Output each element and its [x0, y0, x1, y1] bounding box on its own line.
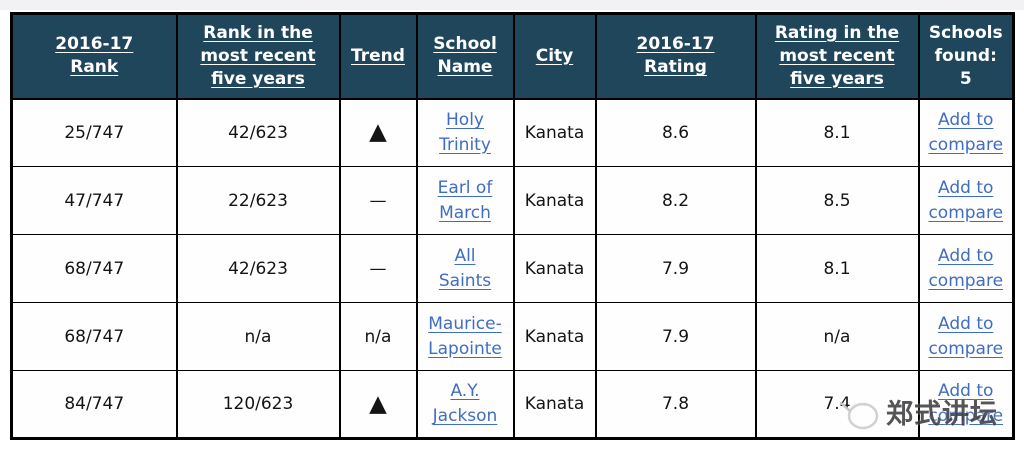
school-link[interactable]: Holy Trinity [439, 110, 491, 155]
trend-value: ▲ [369, 390, 387, 417]
add-to-compare-link[interactable]: Add to compare [928, 381, 1004, 426]
trend-cell: — [338, 234, 418, 303]
rating-recent-cell: 8.1 [754, 98, 920, 167]
add-to-compare-link[interactable]: Add to compare [928, 110, 1004, 155]
compare-cell: Add to compare [917, 370, 1015, 439]
school-name-cell: A.Y. Jackson [415, 370, 515, 439]
school-link[interactable]: Maurice- Lapointe [428, 313, 502, 359]
rating-recent-cell: 7.4 [754, 370, 920, 439]
rank-cell: 84/747 [10, 370, 178, 439]
rating-cell: 7.8 [594, 370, 757, 439]
col-header-city: City [512, 12, 597, 100]
rank-recent-cell: 120/623 [175, 370, 341, 439]
rating-recent-cell: n/a [754, 302, 920, 371]
rank-recent-cell: n/a [175, 302, 341, 371]
table-row: 68/747 42/623 — All Saints Kanata 7.9 8.… [10, 234, 1015, 303]
compare-cell: Add to compare [917, 302, 1015, 371]
rating-recent-cell: 8.1 [754, 234, 920, 303]
sort-link-2016-17-rating[interactable]: 2016-17 Rating [636, 34, 715, 78]
table-row: 25/747 42/623 ▲ Holy Trinity Kanata 8.6 … [10, 98, 1015, 167]
add-to-compare-link[interactable]: Add to compare [928, 313, 1004, 359]
sort-link-rating-recent[interactable]: Rating in the most recent five years [774, 22, 900, 89]
trend-cell: — [338, 166, 418, 235]
col-header-schools-found: Schools found: 5 [917, 12, 1015, 100]
trend-value: — [369, 258, 387, 279]
compare-cell: Add to compare [917, 98, 1015, 167]
rank-cell: 47/747 [10, 166, 178, 235]
school-name-cell: Earl of March [415, 166, 515, 235]
add-to-compare-link[interactable]: Add to compare [928, 177, 1004, 223]
rating-cell: 8.6 [594, 98, 757, 167]
col-header-rank-recent: Rank in the most recent five years [175, 12, 341, 100]
trend-value: n/a [364, 326, 392, 347]
trend-cell: ▲ [338, 98, 418, 167]
rating-recent-cell: 8.5 [754, 166, 920, 235]
col-header-2016-17-rank: 2016-17 Rank [10, 12, 178, 100]
rank-recent-cell: 42/623 [175, 234, 341, 303]
school-name-cell: Maurice- Lapointe [415, 302, 515, 371]
col-header-school-name: School Name [415, 12, 515, 100]
city-cell: Kanata [512, 98, 597, 167]
rank-recent-cell: 22/623 [175, 166, 341, 235]
rank-cell: 68/747 [10, 302, 178, 371]
compare-cell: Add to compare [917, 166, 1015, 235]
table-row: 47/747 22/623 — Earl of March Kanata 8.2… [10, 166, 1015, 235]
city-cell: Kanata [512, 370, 597, 439]
sort-link-trend[interactable]: Trend [351, 45, 405, 66]
table-row: 84/747 120/623 ▲ A.Y. Jackson Kanata 7.8… [10, 370, 1015, 439]
sort-link-city[interactable]: City [535, 45, 574, 66]
page-top-strip [0, 0, 1024, 10]
school-link[interactable]: Earl of March [437, 177, 493, 223]
school-rankings-table: 2016-17 Rank Rank in the most recent fiv… [10, 12, 1015, 440]
rank-cell: 68/747 [10, 234, 178, 303]
table-header-row: 2016-17 Rank Rank in the most recent fiv… [10, 12, 1015, 100]
city-cell: Kanata [512, 302, 597, 371]
trend-value: — [369, 190, 387, 211]
trend-cell: ▲ [338, 370, 418, 439]
col-header-2016-17-rating: 2016-17 Rating [594, 12, 757, 100]
school-link[interactable]: All Saints [438, 245, 492, 291]
city-cell: Kanata [512, 234, 597, 303]
trend-cell: n/a [338, 302, 418, 371]
city-cell: Kanata [512, 166, 597, 235]
add-to-compare-link[interactable]: Add to compare [928, 245, 1004, 291]
rank-cell: 25/747 [10, 98, 178, 167]
col-header-rating-recent: Rating in the most recent five years [754, 12, 920, 100]
rating-cell: 7.9 [594, 302, 757, 371]
sort-link-2016-17-rank[interactable]: 2016-17 Rank [55, 34, 134, 78]
schools-found-count: Schools found: 5 [928, 22, 1003, 89]
compare-cell: Add to compare [917, 234, 1015, 303]
school-link[interactable]: A.Y. Jackson [432, 381, 498, 426]
table-row: 68/747 n/a n/a Maurice- Lapointe Kanata … [10, 302, 1015, 371]
rank-recent-cell: 42/623 [175, 98, 341, 167]
school-name-cell: All Saints [415, 234, 515, 303]
col-header-trend: Trend [338, 12, 418, 100]
rating-cell: 8.2 [594, 166, 757, 235]
school-name-cell: Holy Trinity [415, 98, 515, 167]
sort-link-school-name[interactable]: School Name [433, 34, 497, 78]
rating-cell: 7.9 [594, 234, 757, 303]
trend-value: ▲ [369, 119, 387, 146]
sort-link-rank-recent[interactable]: Rank in the most recent five years [200, 22, 316, 89]
